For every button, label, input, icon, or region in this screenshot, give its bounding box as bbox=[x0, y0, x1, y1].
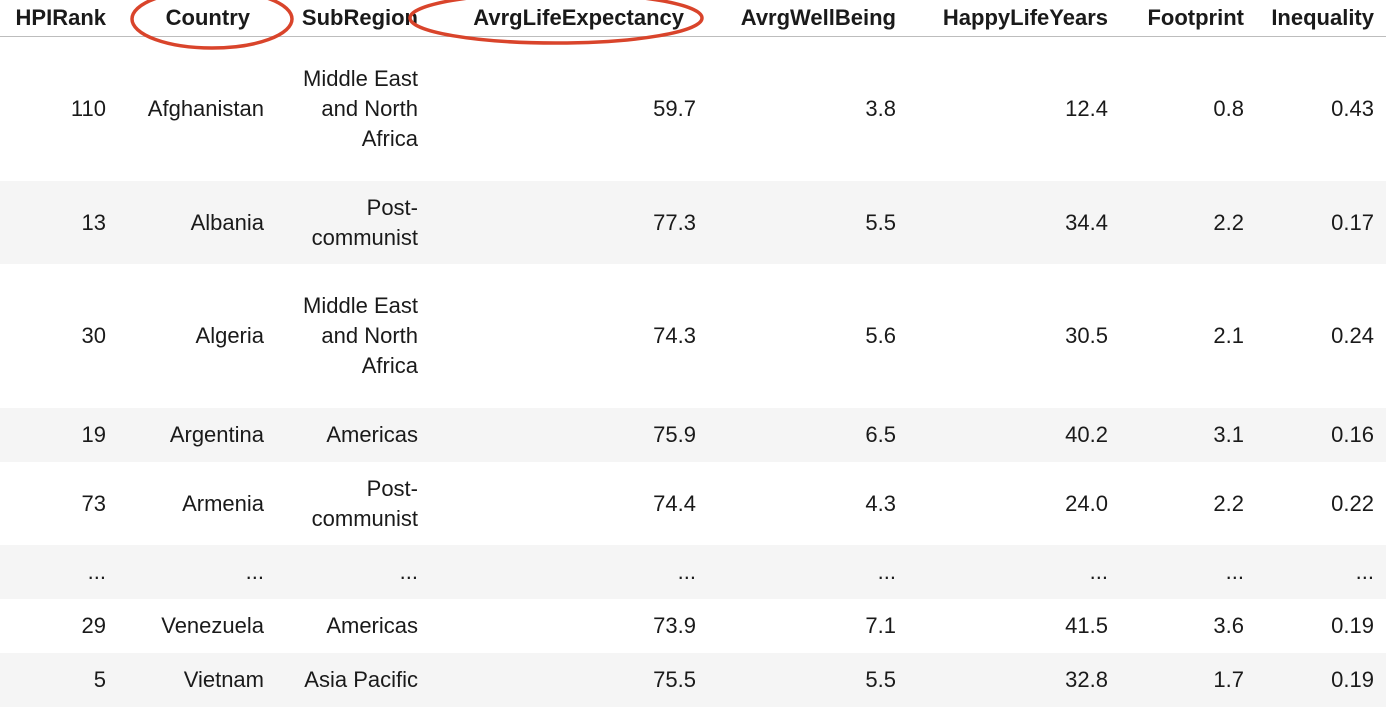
cell-country: Argentina bbox=[118, 408, 276, 462]
cell-hpirank: 13 bbox=[0, 181, 118, 264]
cell-country: Armenia bbox=[182, 490, 264, 516]
cell-avrgwellbeing: 4.3 bbox=[865, 490, 896, 516]
cell-country: Venezuela bbox=[161, 613, 264, 638]
cell-country: Albania bbox=[118, 181, 276, 264]
cell-ellipsis: ... bbox=[1256, 545, 1386, 599]
column-header-hpirank[interactable]: HPIRank bbox=[0, 0, 118, 37]
cell-inequality: 0.19 bbox=[1256, 653, 1386, 707]
cell-avrgwellbeing: 5.6 bbox=[865, 323, 896, 348]
cell-ellipsis: ... bbox=[430, 545, 708, 599]
cell-happylifeyears: 24.0 bbox=[1065, 490, 1108, 516]
cell-subregion: Post-communist bbox=[276, 181, 430, 264]
cell-hpirank: 110 bbox=[70, 96, 106, 121]
cell-subregion: Post-communist bbox=[311, 475, 418, 531]
cell-hpirank: 5 bbox=[0, 653, 118, 707]
cell-avrglifeexpectancy: 74.4 bbox=[653, 490, 696, 516]
table-row: 5 Vietnam Asia Pacific 75.5 5.5 32.8 1.7… bbox=[0, 653, 1386, 707]
column-header-avrglifeexpectancy[interactable]: AvrgLifeExpectancy bbox=[430, 0, 708, 37]
column-header-avrgwellbeing[interactable]: AvrgWellBeing bbox=[708, 0, 908, 37]
cell-happylifeyears: 34.4 bbox=[908, 181, 1120, 264]
cell-ellipsis: ... bbox=[118, 545, 276, 599]
cell-country: Vietnam bbox=[118, 653, 276, 707]
cell-country: Algeria bbox=[195, 323, 264, 348]
cell-ellipsis: ... bbox=[0, 545, 118, 599]
cell-avrglifeexpectancy: 74.3 bbox=[653, 323, 696, 348]
cell-hpirank: 30 bbox=[81, 323, 106, 348]
cell-ellipsis: ... bbox=[908, 545, 1120, 599]
cell-footprint: 2.2 bbox=[1213, 490, 1244, 516]
cell-inequality: 0.17 bbox=[1256, 181, 1386, 264]
cell-happylifeyears: 30.5 bbox=[1065, 323, 1108, 348]
ellipsis-row: ... ... ... ... ... ... ... ... bbox=[0, 545, 1386, 599]
table-row: 73 Armenia Post-communist 74.4 4.3 24.0 … bbox=[0, 462, 1386, 545]
cell-ellipsis: ... bbox=[276, 545, 430, 599]
cell-avrgwellbeing: 5.5 bbox=[708, 653, 908, 707]
cell-subregion: Americas bbox=[326, 613, 418, 638]
cell-avrglifeexpectancy: 73.9 bbox=[653, 613, 696, 638]
table-row: 29 Venezuela Americas 73.9 7.1 41.5 3.6 … bbox=[0, 599, 1386, 653]
table-row: 13 Albania Post-communist 77.3 5.5 34.4 … bbox=[0, 181, 1386, 264]
cell-happylifeyears: 41.5 bbox=[1065, 613, 1108, 638]
cell-avrgwellbeing: 5.5 bbox=[708, 181, 908, 264]
cell-footprint: 3.1 bbox=[1120, 408, 1256, 462]
cell-inequality: 0.24 bbox=[1331, 323, 1374, 348]
cell-happylifeyears: 40.2 bbox=[908, 408, 1120, 462]
cell-subregion: Middle East and North Africa bbox=[303, 66, 418, 151]
cell-avrgwellbeing: 7.1 bbox=[865, 613, 896, 638]
header-row: HPIRank Country SubRegion AvrgLifeExpect… bbox=[0, 0, 1386, 37]
cell-inequality: 0.19 bbox=[1331, 613, 1374, 638]
cell-avrgwellbeing: 6.5 bbox=[708, 408, 908, 462]
cell-footprint: 3.6 bbox=[1213, 613, 1244, 638]
cell-hpirank: 73 bbox=[81, 490, 106, 516]
cell-inequality: 0.43 bbox=[1331, 96, 1374, 121]
table-row: 19 Argentina Americas 75.9 6.5 40.2 3.1 … bbox=[0, 408, 1386, 462]
cell-footprint: 2.1 bbox=[1213, 323, 1244, 348]
cell-subregion: Middle East and North Africa bbox=[303, 293, 418, 378]
cell-inequality: 0.22 bbox=[1331, 490, 1374, 516]
cell-footprint: 0.8 bbox=[1213, 96, 1244, 121]
cell-footprint: 2.2 bbox=[1120, 181, 1256, 264]
cell-inequality: 0.16 bbox=[1256, 408, 1386, 462]
table-row: 110 Afghanistan Middle East and North Af… bbox=[0, 37, 1386, 182]
column-header-subregion[interactable]: SubRegion bbox=[276, 0, 430, 37]
cell-happylifeyears: 12.4 bbox=[1065, 96, 1108, 121]
cell-happylifeyears: 32.8 bbox=[908, 653, 1120, 707]
cell-subregion: Asia Pacific bbox=[276, 653, 430, 707]
cell-hpirank: 29 bbox=[81, 613, 106, 638]
cell-avrglifeexpectancy: 59.7 bbox=[653, 96, 696, 121]
table-row: 30 Algeria Middle East and North Africa … bbox=[0, 264, 1386, 408]
cell-avrglifeexpectancy: 75.9 bbox=[430, 408, 708, 462]
cell-ellipsis: ... bbox=[1120, 545, 1256, 599]
cell-ellipsis: ... bbox=[708, 545, 908, 599]
column-header-footprint[interactable]: Footprint bbox=[1120, 0, 1256, 37]
cell-hpirank: 19 bbox=[0, 408, 118, 462]
column-header-happylifeyears[interactable]: HappyLifeYears bbox=[908, 0, 1120, 37]
column-header-inequality[interactable]: Inequality bbox=[1256, 0, 1386, 37]
cell-footprint: 1.7 bbox=[1120, 653, 1256, 707]
cell-avrglifeexpectancy: 77.3 bbox=[430, 181, 708, 264]
cell-avrglifeexpectancy: 75.5 bbox=[430, 653, 708, 707]
cell-avrgwellbeing: 3.8 bbox=[865, 96, 896, 121]
cell-subregion: Americas bbox=[276, 408, 430, 462]
cell-country: Afghanistan bbox=[147, 96, 264, 121]
column-header-country[interactable]: Country bbox=[118, 0, 276, 37]
